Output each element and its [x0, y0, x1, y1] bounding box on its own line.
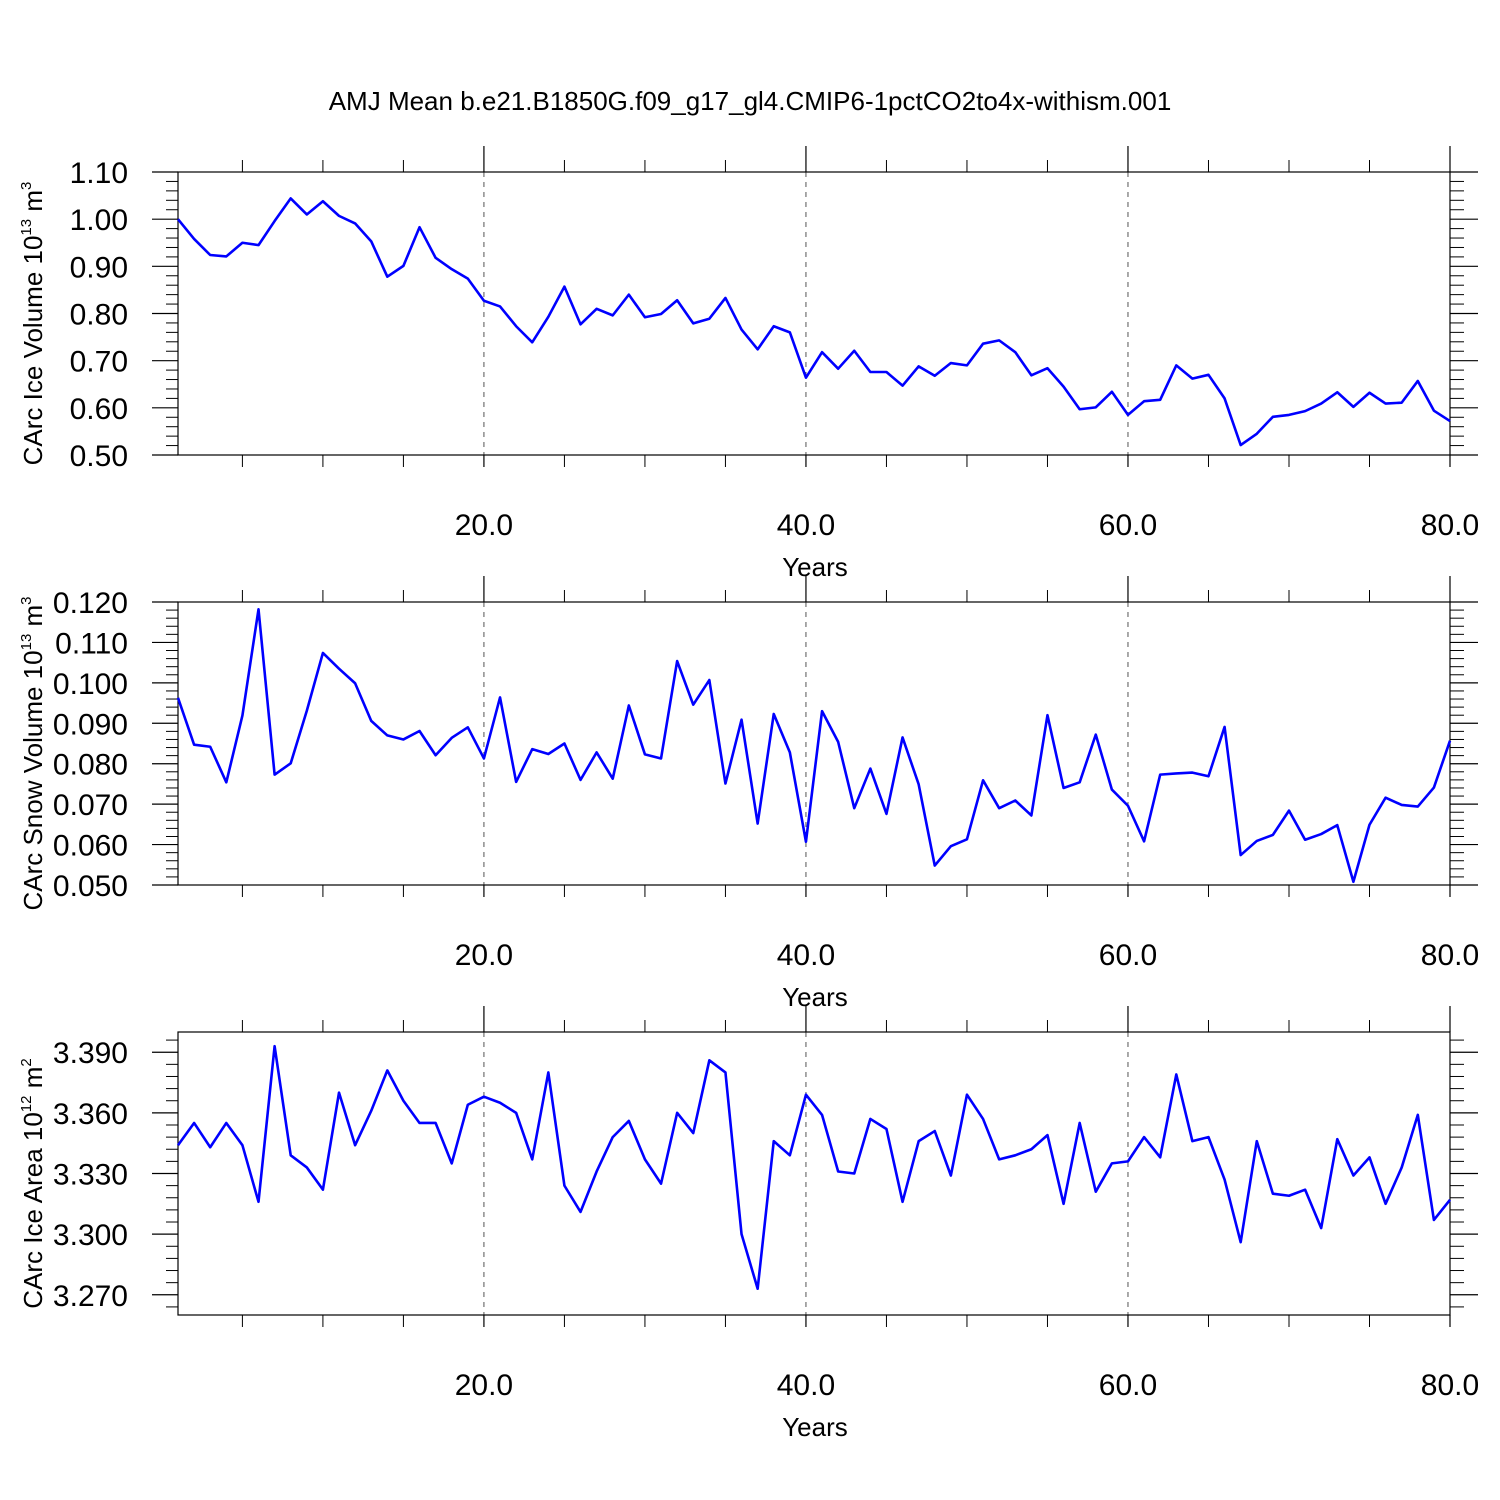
y-tick-label: 0.50 [70, 440, 128, 473]
x-tick-label: 60.0 [1099, 1369, 1157, 1402]
x-tick-label: 40.0 [777, 939, 835, 972]
plot-frame [177, 1031, 1451, 1316]
x-axis-label: Years [782, 982, 848, 1012]
y-tick-label: 0.120 [53, 587, 128, 620]
y-tick-label: 0.070 [53, 789, 128, 822]
series-line [176, 1044, 1452, 1291]
y-tick-label: 3.360 [53, 1098, 128, 1131]
y-tick-label: 3.300 [53, 1219, 128, 1252]
y-tick-label: 0.090 [53, 708, 128, 741]
y-axis-label: CArc Snow Volume 1013 m3 [18, 596, 48, 910]
y-tick-label: 0.90 [70, 251, 128, 284]
y-axis-label: CArc Ice Volume 1013 m3 [18, 182, 48, 466]
main-title: AMJ Mean b.e21.B1850G.f09_g17_gl4.CMIP6-… [329, 86, 1172, 116]
x-axis-label: Years [782, 1412, 848, 1442]
panel-ice-volume: 20.0 40.0 60.0 80.0 0.50 0.60 0.70 0.80 0.90 1.00… [18, 146, 1479, 582]
y-tick-label: 3.390 [53, 1037, 128, 1070]
y-tick-label: 1.10 [70, 157, 128, 190]
y-axis-label: CArc Ice Area 1012 m2 [18, 1058, 48, 1308]
y-tick-label: 1.00 [70, 204, 128, 237]
y-tick-label: 0.050 [53, 870, 128, 903]
x-tick-label: 80.0 [1421, 939, 1479, 972]
y-tick-label: 3.270 [53, 1280, 128, 1313]
y-tick-label: 3.330 [53, 1159, 128, 1192]
x-tick-label: 20.0 [455, 939, 513, 972]
x-tick-label: 40.0 [777, 1369, 835, 1402]
x-tick-label: 60.0 [1099, 509, 1157, 542]
y-tick-label: 0.110 [55, 627, 128, 660]
x-tick-label: 40.0 [777, 509, 835, 542]
x-axis-label: Years [782, 552, 848, 582]
x-tick-label: 20.0 [455, 509, 513, 542]
x-tick-label: 80.0 [1421, 1369, 1479, 1402]
y-tick-label: 0.060 [53, 830, 128, 863]
panel-snow-volume: 20.0 40.0 60.0 80.0 0.050 0.060 0.070 0.080 0.09… [18, 576, 1479, 1012]
plot-frame [177, 171, 1451, 456]
y-tick-label: 0.60 [70, 393, 128, 426]
panel-ice-area: 20.0 40.0 60.0 80.0 3.270 3.300 3.330 3.360 3.39… [18, 1006, 1479, 1442]
series-line [176, 607, 1452, 884]
x-tick-label: 20.0 [455, 1369, 513, 1402]
y-tick-label: 0.80 [70, 299, 128, 332]
plot-frame [177, 601, 1451, 886]
series-line [176, 197, 1451, 447]
y-tick-label: 0.100 [53, 668, 128, 701]
y-tick-label: 0.080 [53, 749, 128, 782]
y-tick-label: 0.70 [70, 346, 128, 379]
x-tick-label: 60.0 [1099, 939, 1157, 972]
x-tick-label: 80.0 [1421, 509, 1479, 542]
